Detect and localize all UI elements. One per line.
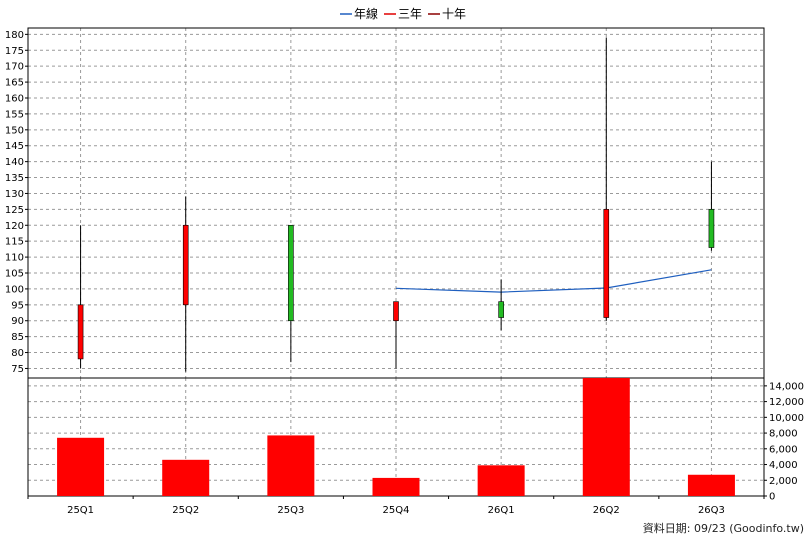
volume-panel: 0 2,000 4,000 6,000 8,000 10,000 12,000 14,000 bbox=[27, 377, 804, 503]
price-tick-label-15: 150 bbox=[5, 125, 24, 136]
price-tick-label-20: 175 bbox=[5, 46, 24, 57]
chart-legend: 年線 三年 十年 bbox=[340, 6, 466, 21]
candle-25Q4 bbox=[393, 301, 399, 369]
price-tick-label-19: 170 bbox=[5, 62, 24, 73]
price-tick-label-18: 165 bbox=[5, 78, 24, 89]
price-tick-label-4: 95 bbox=[11, 300, 24, 311]
x-tick-label-25Q3: 25Q3 bbox=[277, 505, 304, 516]
year-line-series bbox=[395, 269, 712, 293]
candle-body-0 bbox=[77, 304, 84, 360]
price-axis-ticks: 75 80 85 90 95 100 105 110 115 120 125 130 135 140 145… bbox=[5, 30, 28, 375]
price-tick-label-1: 80 bbox=[11, 348, 24, 359]
volume-bar-25Q1 bbox=[57, 437, 105, 496]
candle-body-2 bbox=[288, 224, 294, 322]
candle-body-1 bbox=[182, 224, 189, 306]
candle-25Q1 bbox=[77, 225, 84, 369]
price-tick-label-9: 120 bbox=[5, 221, 24, 232]
price-tick-label-13: 140 bbox=[5, 157, 24, 168]
x-tick-label-26Q1: 26Q1 bbox=[488, 505, 515, 516]
candle-26Q3 bbox=[708, 161, 715, 251]
price-panel: 75 80 85 90 95 100 105 110 115 120 125 130 135 140 145… bbox=[5, 27, 765, 379]
legend-label-0: 年線 bbox=[354, 6, 378, 21]
price-tick-label-7: 110 bbox=[5, 253, 24, 264]
legend-label-2: 十年 bbox=[442, 7, 466, 21]
price-tick-label-12: 135 bbox=[5, 173, 24, 184]
volume-bars-layer bbox=[57, 378, 735, 496]
price-tick-label-17: 160 bbox=[5, 94, 24, 105]
footer-source: 資料日期: 09/23 (Goodinfo.tw) bbox=[643, 521, 804, 535]
price-tick-label-2: 85 bbox=[11, 332, 24, 343]
candle-body-6 bbox=[708, 209, 715, 248]
price-tick-label-6: 105 bbox=[5, 269, 24, 280]
volume-axis-ticks: 0 2,000 4,000 6,000 8,000 10,000 12,000 14,000 bbox=[764, 381, 804, 503]
year-line-layer bbox=[395, 269, 712, 293]
volume-tick-label-6: 12,000 bbox=[769, 397, 804, 408]
volume-bar-26Q1 bbox=[477, 465, 525, 496]
x-tick-label-25Q2: 25Q2 bbox=[172, 505, 199, 516]
x-tick-label-26Q3: 26Q3 bbox=[698, 505, 725, 516]
price-tick-label-8: 115 bbox=[5, 237, 24, 248]
price-grid bbox=[27, 27, 765, 379]
volume-bar-25Q2 bbox=[162, 459, 210, 496]
volume-tick-label-0: 0 bbox=[769, 492, 775, 503]
price-tick-label-3: 90 bbox=[11, 316, 24, 327]
x-tick-label-25Q1: 25Q1 bbox=[67, 505, 94, 516]
price-tick-label-10: 125 bbox=[5, 205, 24, 216]
price-tick-label-14: 145 bbox=[5, 141, 24, 152]
candles-layer bbox=[77, 37, 715, 372]
candle-25Q2 bbox=[182, 196, 189, 372]
candle-body-5 bbox=[603, 209, 610, 318]
candle-body-4 bbox=[498, 301, 504, 318]
candle-26Q2 bbox=[603, 37, 610, 321]
x-axis-ticks: 25Q1 25Q2 25Q3 25Q4 26Q1 26Q2 26Q3 bbox=[27, 496, 765, 516]
price-tick-label-0: 75 bbox=[11, 364, 24, 375]
volume-tick-label-4: 8,000 bbox=[769, 429, 798, 440]
x-tick-label-25Q4: 25Q4 bbox=[383, 505, 410, 516]
volume-tick-label-3: 6,000 bbox=[769, 444, 798, 455]
candle-body-3 bbox=[393, 301, 399, 322]
volume-tick-label-2: 4,000 bbox=[769, 460, 798, 471]
volume-tick-label-7: 14,000 bbox=[769, 381, 804, 392]
volume-tick-label-5: 10,000 bbox=[769, 413, 804, 424]
candle-25Q3 bbox=[288, 224, 294, 363]
price-tick-label-16: 155 bbox=[5, 109, 24, 120]
volume-bar-26Q3 bbox=[687, 474, 735, 496]
volume-bar-25Q3 bbox=[267, 435, 315, 496]
candle-26Q1 bbox=[498, 279, 504, 331]
price-tick-label-11: 130 bbox=[5, 189, 24, 200]
volume-tick-label-1: 2,000 bbox=[769, 476, 798, 487]
volume-bar-26Q2 bbox=[582, 378, 630, 496]
price-tick-label-5: 100 bbox=[5, 284, 24, 295]
volume-bar-25Q4 bbox=[372, 477, 420, 496]
x-tick-label-26Q2: 26Q2 bbox=[593, 505, 620, 516]
price-tick-label-21: 180 bbox=[5, 30, 24, 41]
legend-label-1: 三年 bbox=[398, 7, 422, 21]
